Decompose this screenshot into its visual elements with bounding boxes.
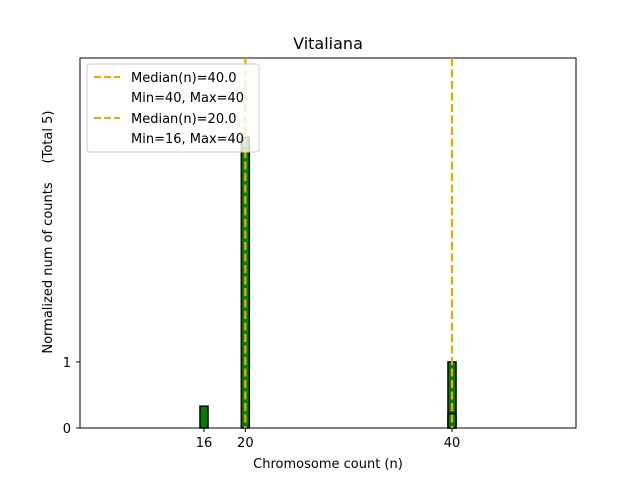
y-axis-label: Normalized num of counts	[41, 182, 56, 353]
y-tick-label: 1	[63, 356, 71, 371]
chart-title: Vitaliana	[293, 34, 363, 53]
y-axis-total-label: (Total 5)	[41, 111, 56, 164]
x-axis-ticks: 16 20 40	[196, 428, 461, 451]
legend-entry-label: Median(n)=20.0	[131, 112, 237, 127]
legend-frame	[86, 63, 260, 153]
plot-frame	[79, 57, 577, 429]
bar-n-16	[199, 405, 209, 429]
legend-entry-detail: Min=40, Max=40	[131, 91, 244, 106]
legend-entry-detail: Min=16, Max=40	[131, 132, 244, 147]
legend-entry-label: Median(n)=40.0	[131, 71, 237, 86]
x-tick-label: 20	[237, 436, 254, 451]
x-axis-label: Chromosome count (n)	[253, 457, 403, 472]
y-axis-ticks: 01	[63, 356, 80, 437]
plot-area	[79, 57, 577, 429]
y-tick-label: 0	[63, 422, 71, 437]
x-tick-label: 40	[444, 436, 461, 451]
x-tick-label: 16	[196, 436, 213, 451]
legend: Median(n)=40.0 Min=40, Max=40 Median(n)=…	[86, 63, 260, 153]
